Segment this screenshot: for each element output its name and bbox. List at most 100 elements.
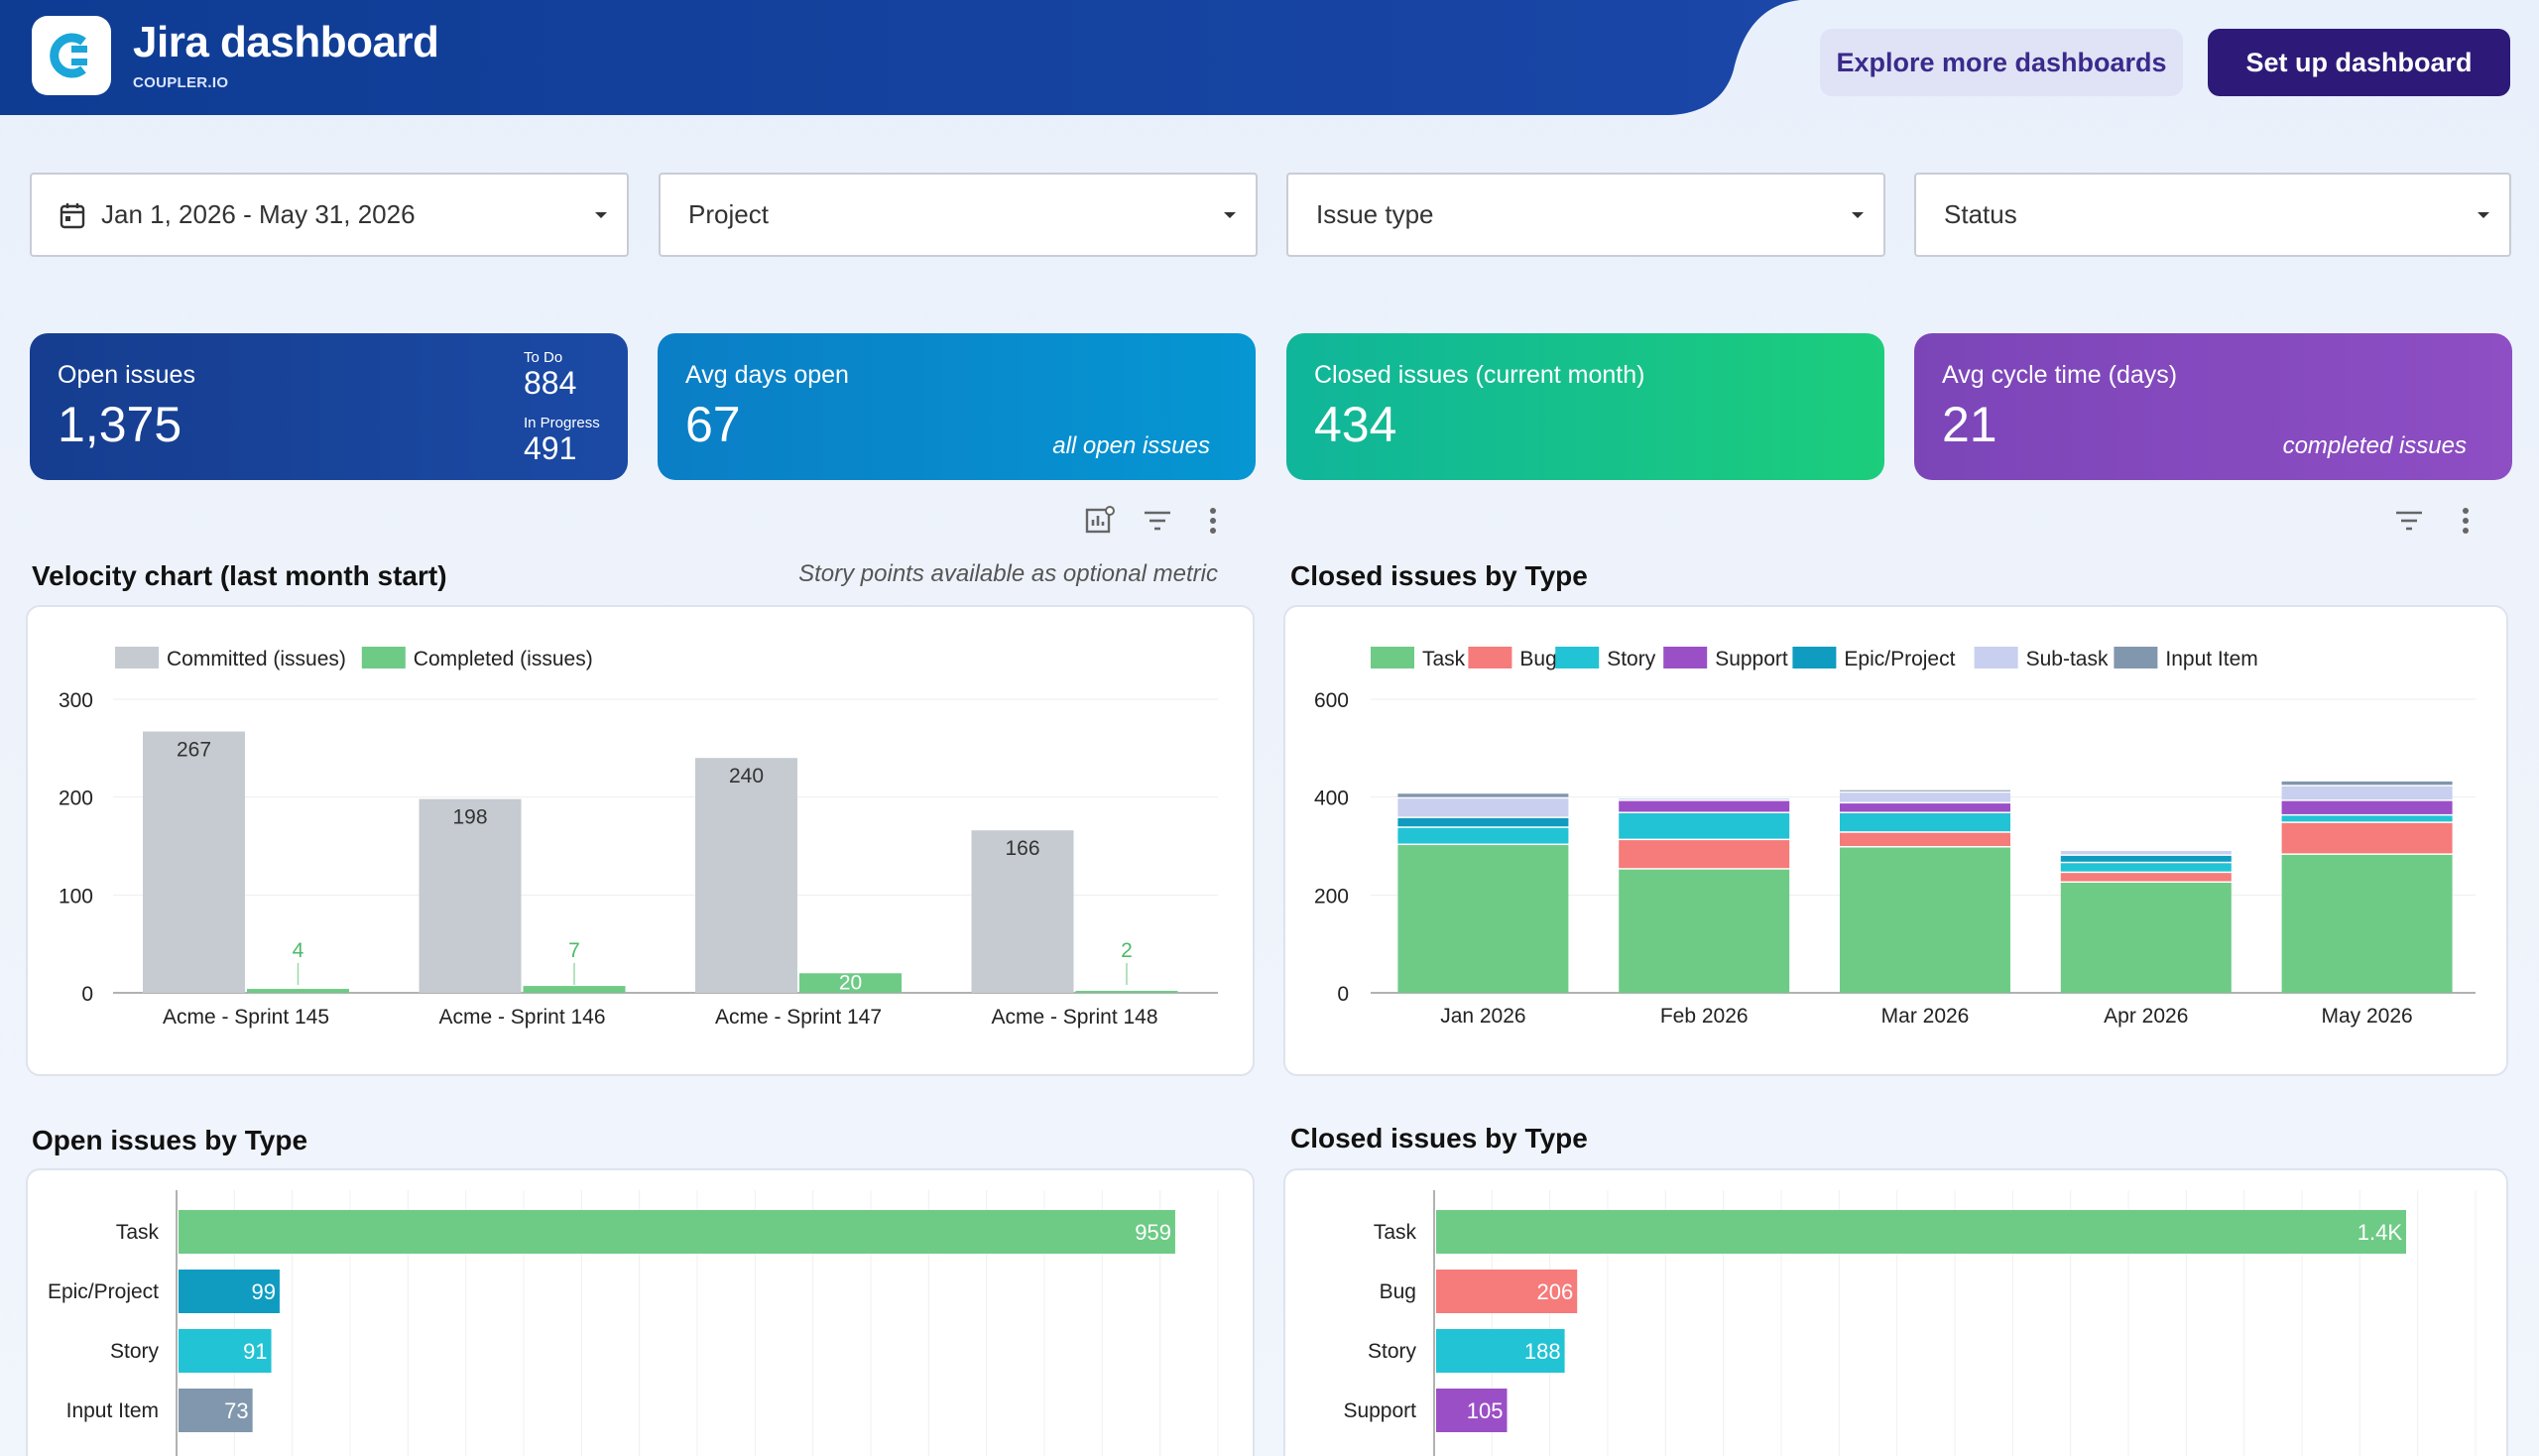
legend-label: Task xyxy=(1422,648,1466,670)
x-tick-label: Acme - Sprint 148 xyxy=(991,1006,1157,1029)
legend-swatch xyxy=(2114,647,2158,668)
kpi-value: 1,375 xyxy=(58,397,182,452)
kpi-label: Open issues xyxy=(58,361,195,389)
bar xyxy=(179,1389,253,1432)
bar-segment xyxy=(2281,786,2453,800)
inprogress-value: 491 xyxy=(524,430,577,466)
bar-segment xyxy=(2060,883,2232,993)
date-range-filter[interactable]: Jan 1, 2026 - May 31, 2026 xyxy=(30,173,629,257)
y-tick-label: Support xyxy=(1343,1399,1416,1422)
y-tick-label: 400 xyxy=(1314,788,1349,810)
legend-swatch xyxy=(1663,647,1708,668)
data-label: 166 xyxy=(1005,837,1039,860)
y-tick-label: 0 xyxy=(1337,983,1349,1006)
legend-label: Input Item xyxy=(2165,648,2257,670)
closed-by-type-hbar-chart: 1.4K Task 206 Bug 188 Story 105 Support xyxy=(1343,1190,2477,1456)
brand-subtitle: COUPLER.IO xyxy=(133,73,229,91)
explore-more-dashboards-button[interactable]: Explore more dashboards xyxy=(1820,29,2183,96)
date-range-value: Jan 1, 2026 - May 31, 2026 xyxy=(101,199,416,229)
data-label: 240 xyxy=(729,765,764,788)
filter-icon[interactable] xyxy=(2394,508,2424,534)
coupler-logo[interactable] xyxy=(32,16,111,95)
kpi-note: completed issues xyxy=(2282,432,2467,459)
kpi-avg-days-open: Avg days open 67 all open issues xyxy=(658,333,1256,480)
bar xyxy=(179,1329,272,1373)
x-tick-label: Jan 2026 xyxy=(1440,1005,1525,1028)
x-tick-label: May 2026 xyxy=(2321,1005,2412,1028)
more-vert-icon[interactable] xyxy=(1206,506,1220,536)
bar-segment xyxy=(1397,793,1569,797)
issue-type-filter-label: Issue type xyxy=(1316,199,1434,229)
data-label: 73 xyxy=(224,1398,248,1423)
y-tick-label: Epic/Project xyxy=(48,1280,159,1303)
bar-segment xyxy=(2281,854,2453,993)
closed-by-type-title: Closed issues by Type xyxy=(1290,560,1588,591)
bar xyxy=(179,1270,280,1313)
chevron-down-icon xyxy=(595,212,607,218)
bar-segment xyxy=(1619,869,1790,993)
y-tick-label: 600 xyxy=(1314,689,1349,712)
bar-segment xyxy=(2060,873,2232,882)
kpi-avg-cycle-time: Avg cycle time (days) 21 completed issue… xyxy=(1914,333,2512,480)
chevron-down-icon xyxy=(1852,212,1864,218)
closed-by-type-hbar-panel: 1.4K Task 206 Bug 188 Story 105 Support xyxy=(1283,1168,2508,1456)
data-label: 2 xyxy=(1121,939,1133,962)
legend-label: Committed (issues) xyxy=(167,648,346,670)
velocity-chart-title: Velocity chart (last month start) xyxy=(32,560,447,591)
chart-settings-icon[interactable] xyxy=(1085,506,1115,536)
bar xyxy=(1436,1270,1578,1313)
bar-segment xyxy=(1397,798,1569,817)
data-label: 206 xyxy=(1536,1279,1573,1304)
data-label: 198 xyxy=(452,806,487,829)
velocity-chart: 0 100 200 300 Committed (issues) Completed (i… xyxy=(59,647,1218,1029)
closed-by-type-chart: 0 200 400 600 Task Bug Story Support Epic/Projec… xyxy=(1314,647,2476,1028)
data-label: 7 xyxy=(568,939,580,962)
y-tick-label: Task xyxy=(116,1221,160,1244)
bar xyxy=(695,758,797,993)
bar-segment xyxy=(1840,803,2010,812)
bar-segment xyxy=(1397,845,1569,993)
kpi-value: 67 xyxy=(685,397,741,452)
bar xyxy=(971,830,1074,993)
y-tick-label: 300 xyxy=(59,689,93,712)
bar-segment xyxy=(1397,827,1569,844)
bar-segment xyxy=(2281,781,2453,786)
x-tick-label: Apr 2026 xyxy=(2104,1005,2188,1028)
legend-swatch xyxy=(1555,647,1600,668)
todo-label: To Do xyxy=(524,349,563,366)
coupler-logo-icon xyxy=(50,33,87,78)
bar xyxy=(247,989,349,993)
bar xyxy=(1436,1329,1565,1373)
data-label: 20 xyxy=(839,971,862,994)
header-background xyxy=(0,0,1800,115)
data-label: 188 xyxy=(1524,1339,1561,1364)
bar xyxy=(1075,991,1178,993)
legend-swatch xyxy=(1468,647,1512,668)
y-tick-label: Story xyxy=(110,1340,160,1363)
set-up-dashboard-button[interactable]: Set up dashboard xyxy=(2208,29,2510,96)
legend-swatch xyxy=(1792,647,1837,668)
filter-icon[interactable] xyxy=(1143,508,1172,534)
more-vert-icon[interactable] xyxy=(2459,506,2473,536)
bar-segment xyxy=(2281,800,2453,814)
project-filter-label: Project xyxy=(688,199,769,229)
kpi-closed-issues: Closed issues (current month) 434 xyxy=(1286,333,1884,480)
brand: Jira dashboard COUPLER.IO xyxy=(32,16,439,95)
status-filter[interactable]: Status xyxy=(1914,173,2511,257)
velocity-chart-panel: 0 100 200 300 Committed (issues) Completed (i… xyxy=(26,605,1255,1076)
y-tick-label: Story xyxy=(1368,1340,1417,1363)
closed-by-type-panel: 0 200 400 600 Task Bug Story Support Epic/Projec… xyxy=(1283,605,2508,1076)
bar-segment xyxy=(2060,850,2232,855)
kpi-label: Closed issues (current month) xyxy=(1314,361,1645,389)
bar-segment xyxy=(1840,832,2010,846)
open-by-type-panel: 959 Task 99 Epic/Project 91 Story 73 Input Item xyxy=(26,1168,1255,1456)
data-label: 959 xyxy=(1135,1220,1171,1245)
issue-type-filter[interactable]: Issue type xyxy=(1286,173,1885,257)
data-label: 1.4K xyxy=(2358,1220,2403,1245)
x-tick-label: Feb 2026 xyxy=(1660,1005,1749,1028)
y-tick-label: 100 xyxy=(59,885,93,908)
kpi-value: 21 xyxy=(1942,397,1997,452)
project-filter[interactable]: Project xyxy=(659,173,1258,257)
legend-swatch xyxy=(115,647,159,668)
bar xyxy=(523,986,626,993)
